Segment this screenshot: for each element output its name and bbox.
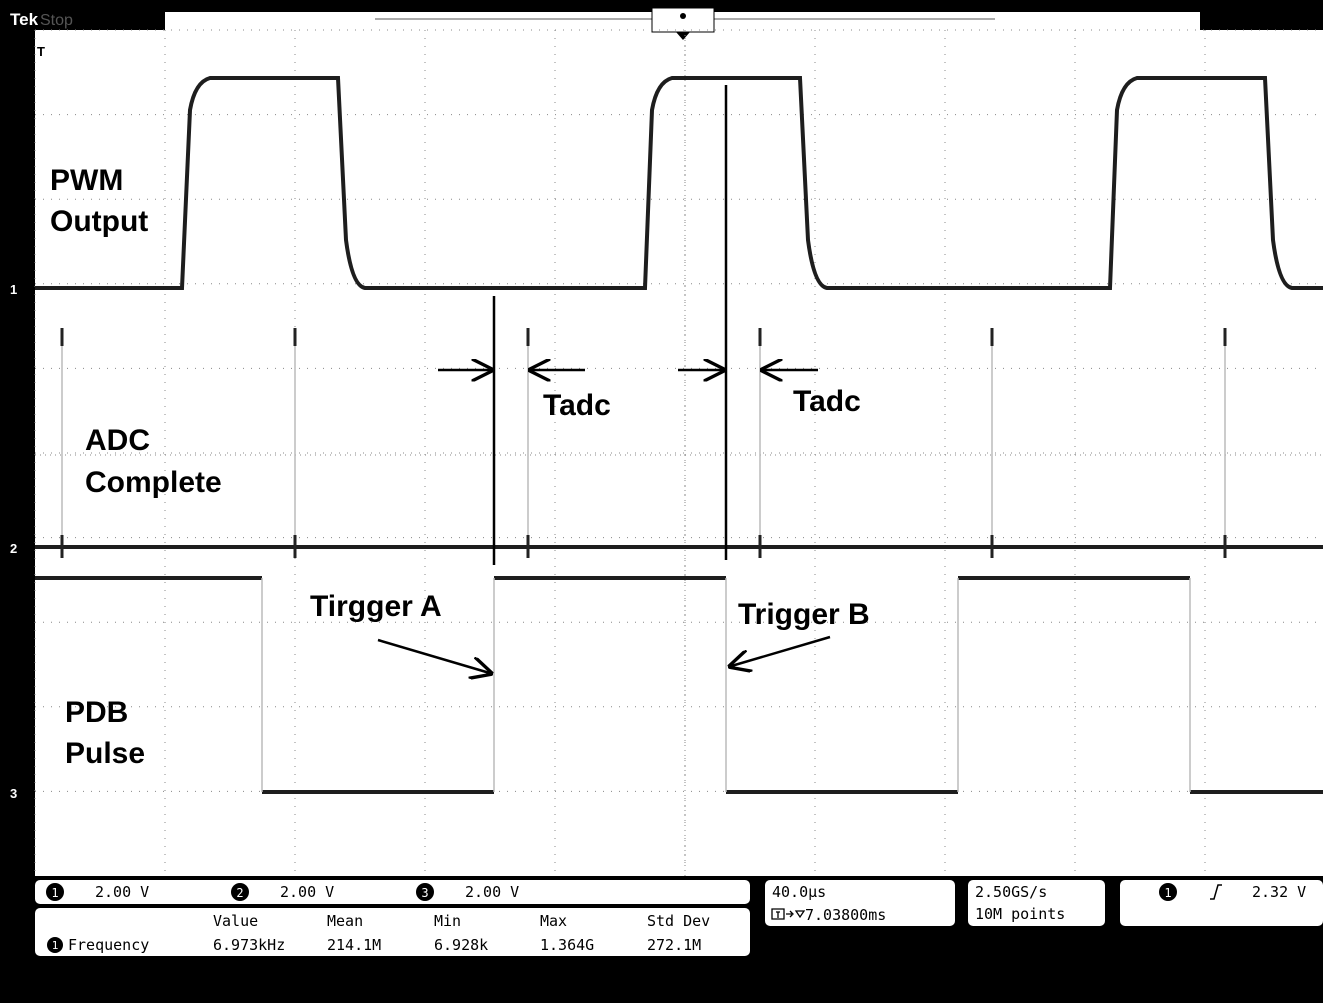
volts-per-div: 2.00 V xyxy=(280,883,334,901)
meas-header: Min xyxy=(434,912,461,930)
top-bar-part xyxy=(680,13,686,19)
label: Tadc xyxy=(543,389,611,422)
label: ADC xyxy=(85,424,150,457)
scope-screen: Tek Stop T 1 2 3 PWM Output ADC Complete… xyxy=(0,0,1323,1003)
brand: Tek xyxy=(10,10,39,29)
record-length: 10M points xyxy=(975,905,1065,923)
label: Tirgger A xyxy=(310,590,442,623)
ch-marker: 1 xyxy=(10,282,17,297)
trigger-marker: T xyxy=(37,44,45,59)
sample-rate: 2.50GS/s xyxy=(975,883,1047,901)
meas-header: Value xyxy=(213,912,258,930)
ch-marker: 2 xyxy=(10,541,17,556)
channel-number: 1 xyxy=(52,939,59,952)
meas-header: Std Dev xyxy=(647,912,710,930)
volts-per-div: 2.00 V xyxy=(95,883,149,901)
meas-header: Max xyxy=(540,912,567,930)
label: Output xyxy=(50,205,148,238)
graticule-area xyxy=(35,30,1323,876)
meas-value: 1.364G xyxy=(540,936,594,954)
label: PWM xyxy=(50,164,123,197)
label: Pulse xyxy=(65,737,145,770)
channel-number: 1 xyxy=(51,886,58,900)
status: Stop xyxy=(40,12,73,29)
h-delay: 7.03800ms xyxy=(805,906,886,924)
meas-value: 6.973kHz xyxy=(213,936,285,954)
ch-marker: 3 xyxy=(10,786,17,801)
top-bar-part xyxy=(652,8,714,32)
meas-header: Mean xyxy=(327,912,363,930)
channel-number: 2 xyxy=(236,886,243,900)
meas-value: 272.1M xyxy=(647,936,701,954)
trigger-channel: 1 xyxy=(1164,886,1171,900)
label: Complete xyxy=(85,466,222,499)
trigger-level: 2.32 V xyxy=(1252,883,1306,901)
label: Trigger B xyxy=(738,598,870,631)
label: Tadc xyxy=(793,385,861,418)
channel-number: 3 xyxy=(421,886,428,900)
meas-name: Frequency xyxy=(68,936,149,954)
volts-per-div: 2.00 V xyxy=(465,883,519,901)
label: PDB xyxy=(65,696,128,729)
h-scale: 40.0µs xyxy=(772,883,826,901)
meas-value: 6.928k xyxy=(434,936,488,954)
meas-value: 214.1M xyxy=(327,936,381,954)
